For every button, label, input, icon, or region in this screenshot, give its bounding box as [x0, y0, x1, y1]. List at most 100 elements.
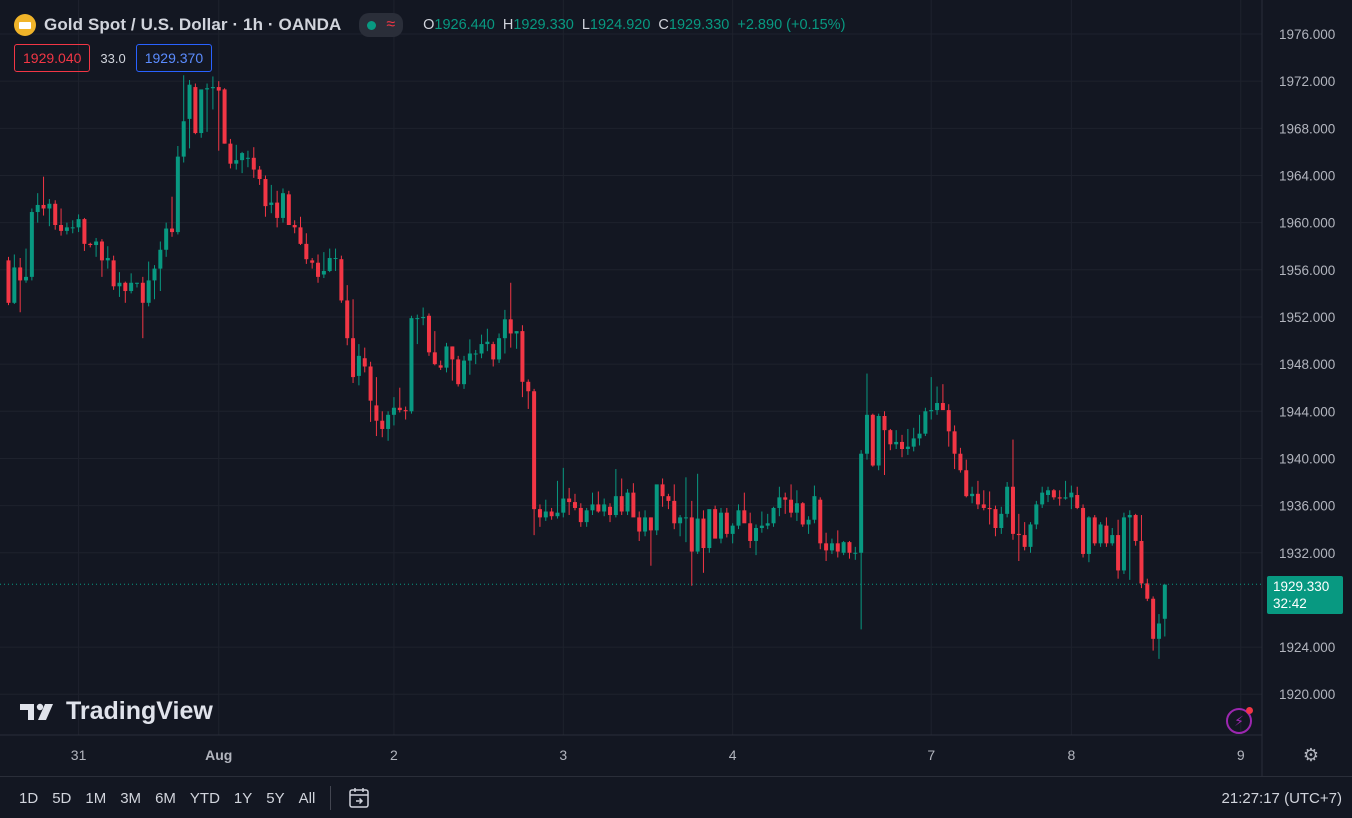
candle-body: [742, 510, 747, 524]
candlestick-chart[interactable]: 1976.000 1972.000 1968.000 1964.000 1960.000…: [0, 0, 1352, 776]
candle-body: [549, 511, 554, 517]
candle-body: [946, 410, 951, 432]
candle-body: [683, 517, 688, 519]
watermark-text: TradingView: [66, 697, 213, 725]
ask-price-button[interactable]: 1929.370: [135, 44, 213, 72]
candle-body: [514, 331, 519, 334]
candle-body: [1022, 535, 1027, 547]
candle-body: [660, 484, 665, 497]
time-tick-label: 9: [1237, 747, 1245, 763]
candle-body: [216, 87, 221, 91]
time-axis[interactable]: 31 Aug 2 3 4 7 8 9: [71, 747, 1245, 763]
time-tick-label: 2: [390, 747, 398, 763]
candle-body: [718, 512, 723, 539]
candle-body: [935, 403, 940, 411]
candle-body: [1057, 497, 1062, 499]
range-5d-button[interactable]: 5D: [52, 789, 72, 807]
time-tick-label: 4: [729, 747, 737, 763]
candle-body: [584, 510, 589, 523]
candle-body: [923, 411, 928, 434]
candle-body: [24, 276, 29, 281]
candle-body: [1051, 490, 1056, 498]
candle-body: [759, 525, 764, 529]
range-ytd-button[interactable]: YTD: [189, 789, 220, 807]
price-tick-label: 1948.000: [1279, 357, 1335, 372]
range-3m-button[interactable]: 3M: [120, 789, 142, 807]
bid-price-button[interactable]: 1929.040: [14, 44, 91, 72]
symbol-title[interactable]: Gold Spot / U.S. Dollar · 1h · OANDA: [44, 15, 342, 34]
candle-body: [240, 153, 245, 161]
candle-body: [666, 496, 671, 501]
candle-body: [689, 517, 694, 552]
candle-body: [304, 243, 309, 260]
price-axis[interactable]: 1976.000 1972.000 1968.000 1964.000 1960.000…: [1279, 27, 1335, 702]
close-value: 1929.330: [668, 17, 730, 33]
candle-body: [648, 517, 653, 531]
candle-body: [362, 358, 367, 367]
range-5y-button[interactable]: 5Y: [266, 789, 285, 807]
candle-body: [479, 344, 484, 354]
candle-body: [59, 224, 64, 231]
candle-body: [210, 87, 215, 89]
candle-body: [701, 518, 706, 549]
bid-ask-panel: 1929.040 33.0 1929.370: [14, 44, 213, 72]
candle-body: [368, 366, 373, 401]
candle-body: [806, 519, 811, 525]
flash-icon[interactable]: ⚡: [1226, 707, 1253, 734]
clock-timezone[interactable]: 21:27:17 (UTC+7): [1221, 789, 1342, 807]
high-value: 1929.330: [513, 17, 574, 33]
candle-body: [894, 441, 899, 445]
price-tick-label: 1924.000: [1279, 640, 1335, 655]
candle-body: [380, 420, 385, 429]
candle-body: [222, 89, 227, 144]
candle-body: [882, 415, 887, 431]
range-1m-button[interactable]: 1M: [85, 789, 107, 807]
candle-body: [70, 227, 75, 229]
range-1d-button[interactable]: 1D: [19, 789, 39, 807]
candle-body: [111, 260, 116, 287]
candle-body: [269, 202, 274, 205]
candle-body: [12, 267, 17, 303]
candle-body: [637, 517, 642, 532]
candle-body: [508, 319, 513, 334]
price-tick-label: 1932.000: [1279, 546, 1335, 561]
candle-body: [146, 280, 151, 303]
candle-body: [345, 300, 350, 339]
candle-body: [251, 157, 256, 170]
candle-body: [1005, 486, 1010, 514]
candle-body: [356, 355, 361, 376]
candle-body: [1081, 507, 1086, 554]
candle-body: [532, 391, 537, 510]
candle-body: [905, 446, 910, 450]
wave-icon: ≈: [386, 16, 396, 33]
candle-body: [473, 353, 478, 355]
price-tick-label: 1968.000: [1279, 121, 1335, 136]
open-label: O: [423, 17, 435, 33]
calendar-goto-icon[interactable]: [347, 786, 371, 810]
candle-body: [129, 282, 134, 292]
candle-body: [952, 431, 957, 454]
candle-body: [1098, 524, 1103, 544]
candle-body: [432, 352, 437, 365]
candle-body: [783, 497, 788, 500]
time-tick-label: 7: [927, 747, 935, 763]
range-6m-button[interactable]: 6M: [155, 789, 176, 807]
candle-body: [1145, 583, 1150, 599]
candle-body: [1133, 515, 1138, 541]
candles: [6, 75, 1167, 659]
candle-body: [631, 492, 636, 518]
market-status-pill[interactable]: ≈: [359, 13, 404, 37]
candle-body: [94, 241, 99, 246]
low-value: 1924.920: [589, 17, 651, 33]
status-dot-icon: [367, 20, 377, 30]
settings-icon[interactable]: ⚙: [1302, 744, 1320, 765]
open-value: 1926.440: [434, 17, 495, 33]
candle-body: [450, 346, 455, 360]
range-all-button[interactable]: All: [298, 789, 316, 807]
candle-body: [140, 282, 145, 303]
range-1y-button[interactable]: 1Y: [233, 789, 253, 807]
candle-body: [730, 525, 735, 534]
tradingview-watermark[interactable]: TradingView: [18, 697, 213, 726]
candle-body: [105, 258, 110, 261]
candle-body: [619, 496, 624, 512]
